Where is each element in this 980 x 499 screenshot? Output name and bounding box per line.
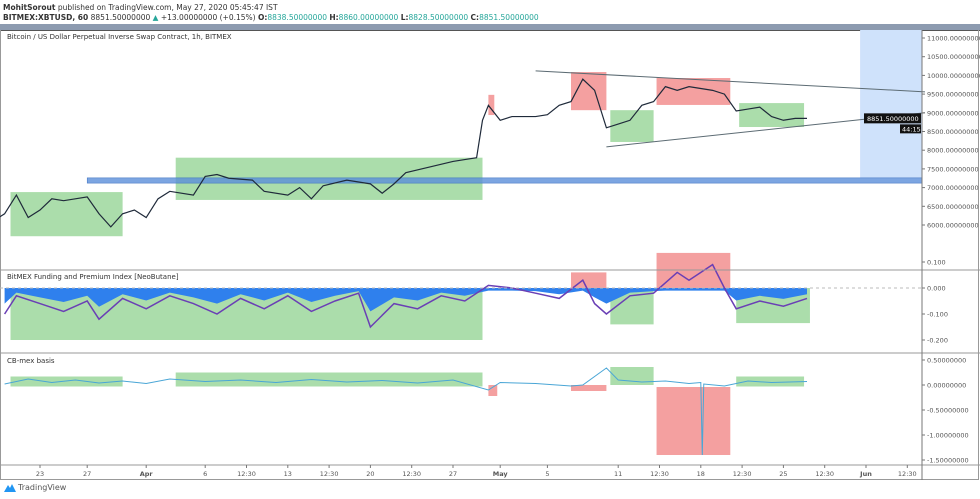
publish-text: published on TradingView.com, May 27, 20… bbox=[57, 3, 278, 12]
time-tick-label: Apr bbox=[140, 470, 154, 478]
zone-red-1-1 bbox=[571, 272, 607, 288]
last-price-tag bbox=[864, 113, 921, 124]
basis-tick-label: 0.00000000 bbox=[927, 382, 966, 390]
time-tick-label: 6 bbox=[203, 470, 207, 478]
funding-tick-label: -0.200 bbox=[927, 337, 948, 345]
time-tick-label: 5 bbox=[545, 470, 549, 478]
time-tick-label: 12:30 bbox=[815, 470, 834, 478]
zone-green-0-0 bbox=[10, 192, 123, 237]
up-arrow-icon: ▲ bbox=[152, 13, 159, 22]
funding-pane-title: BitMEX Funding and Premium Index [NeoBut… bbox=[7, 273, 179, 281]
close-value: 8851.50000000 bbox=[479, 13, 539, 22]
price-tick-label: 11000.00000000 bbox=[927, 35, 980, 43]
time-tick-label: 11 bbox=[614, 470, 622, 478]
time-tick-label: 12:30 bbox=[733, 470, 752, 478]
time-tick-label: 18 bbox=[697, 470, 705, 478]
close-label: C: bbox=[470, 13, 480, 22]
zone-red-2-5 bbox=[656, 387, 731, 455]
trendline-0 bbox=[535, 70, 926, 93]
zone-green-2-1 bbox=[175, 372, 483, 387]
zone-green-0-6 bbox=[739, 103, 805, 128]
last-price-tag-text: 8851.50000000 bbox=[867, 115, 919, 123]
time-tick-label: 12:30 bbox=[898, 470, 917, 478]
funding-rate-line bbox=[3, 263, 808, 329]
price-tick-label: 8500.00000000 bbox=[927, 128, 979, 136]
chart-top-bar bbox=[0, 24, 980, 31]
future-shade-zone bbox=[860, 30, 922, 178]
tradingview-logo-icon bbox=[4, 484, 16, 492]
time-tick-label: May bbox=[493, 470, 509, 478]
price-tick-label: 7000.00000000 bbox=[927, 184, 979, 192]
zone-green-2-6 bbox=[736, 376, 805, 387]
ohlc-legend: BITMEX:XBTUSD, 60 8851.50000000 ▲ +13.00… bbox=[3, 13, 539, 22]
time-tick-label: 27 bbox=[449, 470, 457, 478]
publish-info: MohitSorout published on TradingView.com… bbox=[3, 3, 278, 12]
last-price: 8851.50000000 bbox=[90, 13, 151, 22]
horizontal-support-band bbox=[86, 177, 923, 184]
author-name[interactable]: MohitSorout bbox=[3, 3, 56, 12]
price-tick-label: 7500.00000000 bbox=[927, 165, 979, 173]
countdown-tag bbox=[900, 124, 921, 134]
price-change: +13.00000000 (+0.15%) bbox=[160, 13, 256, 22]
zone-green-0-4 bbox=[610, 110, 654, 142]
low-value: 8828.50000000 bbox=[408, 13, 469, 22]
symbol-label: BITMEX:XBTUSD, 60 bbox=[3, 13, 89, 22]
price-tick-label: 9000.00000000 bbox=[927, 109, 979, 117]
time-tick-label: 20 bbox=[366, 470, 374, 478]
price-pane-title: Bitcoin / US Dollar Perpetual Inverse Sw… bbox=[7, 33, 232, 41]
basis-pane-title: CB-mex basis bbox=[7, 357, 55, 365]
price-tick-label: 10000.00000000 bbox=[927, 72, 980, 80]
low-label: L: bbox=[400, 13, 409, 22]
zone-green-2-4 bbox=[610, 367, 654, 385]
time-tick-label: 23 bbox=[36, 470, 44, 478]
countdown-text: 44:15 bbox=[902, 125, 921, 133]
time-tick-label: 12:30 bbox=[320, 470, 339, 478]
funding-tick-label: -0.100 bbox=[927, 311, 948, 319]
price-line bbox=[0, 78, 808, 228]
price-tick-label: 9500.00000000 bbox=[927, 91, 979, 99]
time-tick-label: 12:30 bbox=[237, 470, 256, 478]
high-value: 8860.00000000 bbox=[338, 13, 399, 22]
zone-red-0-2 bbox=[488, 94, 495, 116]
basis-tick-label: -1.00000000 bbox=[927, 432, 969, 440]
price-tick-label: 6500.00000000 bbox=[927, 203, 979, 211]
chart-frame bbox=[0, 30, 979, 480]
price-tick-label: 10500.00000000 bbox=[927, 53, 980, 61]
time-tick-label: Jun bbox=[859, 470, 872, 478]
time-tick-label: 25 bbox=[779, 470, 787, 478]
funding-tick-label: 0.100 bbox=[927, 259, 946, 267]
zone-red-0-5 bbox=[656, 78, 731, 105]
open-value: 8838.50000000 bbox=[267, 13, 327, 22]
zone-green-2-0 bbox=[10, 376, 123, 387]
logo-text: TradingView bbox=[18, 483, 67, 492]
price-tick-label: 6000.00000000 bbox=[927, 222, 979, 230]
zone-red-2-2 bbox=[488, 385, 498, 396]
basis-tick-label: 0.50000000 bbox=[927, 357, 966, 365]
time-tick-label: 13 bbox=[284, 470, 292, 478]
open-label: O: bbox=[257, 13, 268, 22]
time-tick-label: 12:30 bbox=[650, 470, 669, 478]
zone-red-2-3 bbox=[571, 385, 607, 391]
high-label: H: bbox=[329, 13, 339, 22]
basis-tick-label: -0.50000000 bbox=[927, 407, 969, 415]
time-tick-label: 12:30 bbox=[402, 470, 421, 478]
time-tick-label: 27 bbox=[83, 470, 91, 478]
funding-tick-label: 0.000 bbox=[927, 285, 946, 293]
basis-tick-label: -1.50000000 bbox=[927, 457, 969, 465]
basis-line bbox=[4, 367, 808, 456]
tradingview-logo[interactable]: TradingView bbox=[4, 483, 66, 492]
price-tick-label: 8000.00000000 bbox=[927, 147, 979, 155]
premium-index-area bbox=[4, 288, 808, 312]
